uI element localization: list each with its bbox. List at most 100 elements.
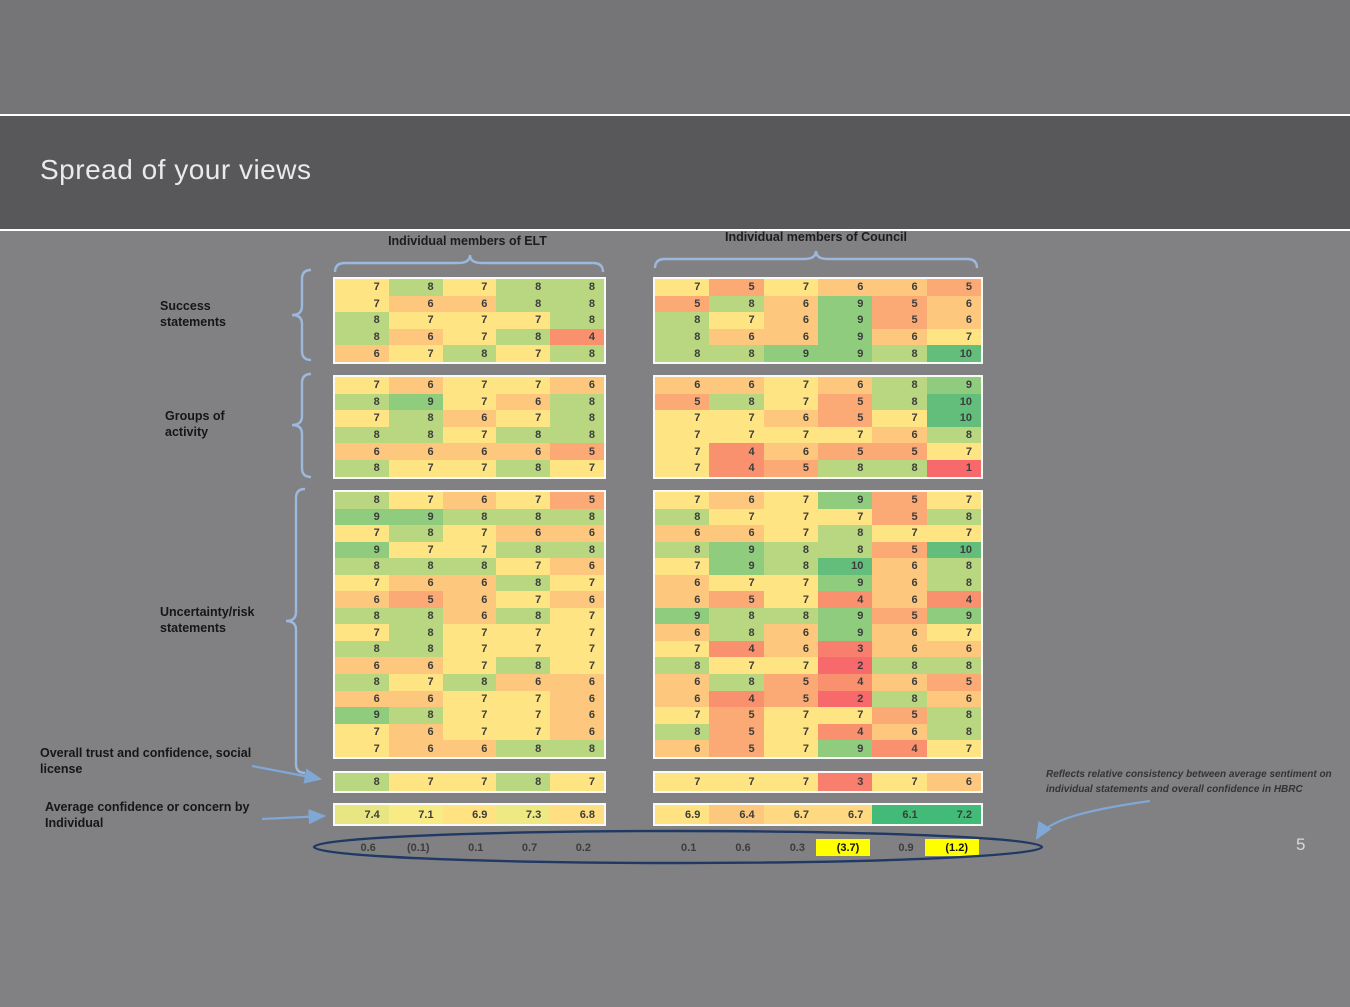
heatmap-cell: 5 — [872, 541, 927, 559]
heatmap-cell: 9 — [388, 393, 443, 411]
success-brace — [291, 268, 312, 362]
row-group-label-groups: Groups of activity — [165, 409, 225, 440]
heatmap-cell: 5 — [817, 410, 873, 427]
heatmap-cell: 7 — [763, 773, 818, 791]
heatmap-cell: 7 — [817, 426, 873, 444]
heatmap-cell: 5 — [763, 459, 818, 477]
heatmap-cell: 8 — [550, 279, 604, 296]
heatmap-cell: 8 — [442, 674, 497, 691]
heatmap-cell: 8 — [655, 312, 710, 329]
heatmap-cell: 8 — [496, 328, 551, 346]
heatmap-cell: 7 — [709, 773, 764, 791]
heatmap-cell: 6 — [763, 443, 818, 460]
heatmap-cell: 6 — [763, 328, 818, 346]
heatmap-cell: 8 — [335, 312, 389, 329]
heatmap-cell: 7 — [763, 707, 818, 724]
heatmap-cell: 8 — [550, 345, 604, 362]
heatmap-cell: 8 — [335, 393, 389, 411]
heatmap-cell: 7 — [550, 773, 604, 791]
heatmap-cell: 6 — [926, 312, 981, 329]
heatmap-cell: 7 — [335, 624, 389, 641]
heatmap-cell: 5 — [872, 312, 927, 329]
diff-value: 0.1 — [468, 841, 484, 854]
diff-value: 0.6 — [360, 841, 376, 854]
heatmap-cell: 7 — [335, 525, 389, 542]
heatmap-cell: 7 — [926, 443, 981, 460]
heatmap-cell: 8 — [872, 345, 927, 362]
heatmap-cell: 6 — [550, 591, 604, 608]
heatmap-cell: 8 — [926, 707, 981, 724]
heatmap-cell: 7 — [335, 295, 389, 313]
heatmap-cell: 8 — [817, 541, 873, 559]
heatmap-cell: 5 — [763, 674, 818, 691]
heatmap-cell: 10 — [926, 345, 981, 362]
heatmap-cell: 6 — [442, 591, 497, 608]
heatmap-cell: 7.4 — [335, 805, 389, 824]
elt-brace — [333, 254, 605, 273]
heatmap-cell: 5 — [655, 295, 710, 313]
heatmap-cell: 8 — [550, 295, 604, 313]
heatmap-cell: 6 — [763, 295, 818, 313]
heatmap-cell: 8 — [388, 640, 443, 658]
heatmap-cell: 8 — [655, 541, 710, 559]
heatmap-cell: 7 — [926, 492, 981, 509]
heatmap-cell: 7 — [872, 773, 927, 791]
heatmap-cell: 6 — [763, 312, 818, 329]
heatmap-cell: 7 — [442, 624, 497, 641]
heatmap-cell: 8 — [872, 459, 927, 477]
heatmap-cell: 7 — [442, 707, 497, 724]
heatmap-cell: 8 — [335, 773, 389, 791]
heatmap-cell: 8 — [872, 657, 927, 675]
heatmap-cell: 7 — [496, 624, 551, 641]
heatmap-cell: 7 — [496, 723, 551, 741]
heatmap-cell: 7 — [442, 377, 497, 394]
heatmap-cell: 9 — [817, 607, 873, 625]
heatmap-cell: 6 — [550, 707, 604, 724]
heatmap-cell: 7 — [442, 640, 497, 658]
heatmap-cell: 7 — [655, 707, 710, 724]
heatmap-cell: 7 — [335, 723, 389, 741]
heatmap-cell: 8 — [496, 574, 551, 592]
heatmap-cell: 6 — [926, 773, 981, 791]
heatmap-cell: 7 — [655, 640, 710, 658]
heatmap-cell: 8 — [388, 558, 443, 575]
heatmap-cell: 7 — [442, 723, 497, 741]
heatmap-cell: 5 — [709, 279, 764, 296]
heatmap-cell: 7 — [763, 591, 818, 608]
heatmap-cell: 7.3 — [496, 805, 551, 824]
heatmap-cell: 8 — [496, 773, 551, 791]
heatmap-cell: 5 — [817, 393, 873, 411]
heatmap-cell: 5 — [872, 443, 927, 460]
heatmap-cell: 7 — [926, 624, 981, 641]
heatmap-cell: 10 — [926, 410, 981, 427]
heatmap-cell: 4 — [709, 459, 764, 477]
heatmap-cell: 8 — [926, 723, 981, 741]
heatmap-cell: 7 — [388, 312, 443, 329]
heatmap-cell: 6 — [655, 674, 710, 691]
council-table-uncertainty: 7 6 7 9 5 7 8 7 7 7 5 8 6 6 7 8 7 7 8 9 8 8 5 10 7 9 8 10 6 8 6 7 7 9 6 8 6 5… — [653, 490, 983, 759]
heatmap-cell: 7 — [655, 459, 710, 477]
heatmap-cell: 9 — [763, 345, 818, 362]
heatmap-cell: 6 — [709, 492, 764, 509]
title-band — [0, 116, 1350, 229]
heatmap-cell: 6 — [388, 443, 443, 460]
diff-value: 0.3 — [789, 841, 805, 854]
heatmap-cell: 10 — [926, 541, 981, 559]
heatmap-cell: 6 — [655, 574, 710, 592]
heatmap-cell: 8 — [763, 607, 818, 625]
heatmap-cell: 7 — [709, 574, 764, 592]
heatmap-cell: 7 — [388, 674, 443, 691]
heatmap-cell: 8 — [926, 657, 981, 675]
heatmap-cell: 8 — [388, 410, 443, 427]
heatmap-cell: 6 — [442, 607, 497, 625]
heatmap-cell: 6 — [442, 492, 497, 509]
heatmap-cell: 8 — [926, 558, 981, 575]
council-brace — [653, 250, 979, 269]
heatmap-cell: 7 — [496, 591, 551, 608]
heatmap-cell: 7 — [442, 328, 497, 346]
heatmap-cell: 7 — [496, 707, 551, 724]
heatmap-cell: 4 — [817, 591, 873, 608]
heatmap-cell: 7 — [763, 393, 818, 411]
heatmap-cell: 6 — [496, 393, 551, 411]
heatmap-cell: 7 — [709, 426, 764, 444]
